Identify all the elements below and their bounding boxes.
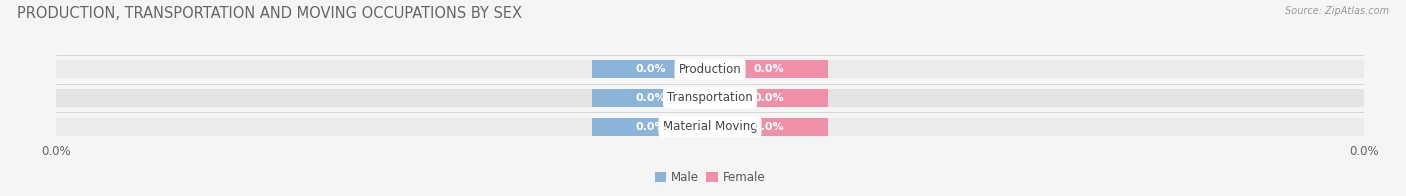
Bar (56, 118, 1364, 136)
Text: PRODUCTION, TRANSPORTATION AND MOVING OCCUPATIONS BY SEX: PRODUCTION, TRANSPORTATION AND MOVING OC… (17, 6, 522, 21)
Bar (56, 60, 1364, 78)
Legend: Male, Female: Male, Female (650, 166, 770, 189)
Bar (710, 60, 828, 78)
Bar (710, 118, 828, 136)
Text: Material Moving: Material Moving (662, 120, 758, 133)
Bar (592, 60, 710, 78)
Text: Production: Production (679, 63, 741, 76)
Bar (56, 89, 1364, 107)
Text: Transportation: Transportation (668, 92, 752, 104)
Bar (710, 89, 828, 107)
Bar (592, 89, 710, 107)
Text: 0.0%: 0.0% (754, 64, 785, 74)
Text: 0.0%: 0.0% (636, 64, 666, 74)
Text: 0.0%: 0.0% (754, 93, 785, 103)
Text: Source: ZipAtlas.com: Source: ZipAtlas.com (1285, 6, 1389, 16)
Text: 0.0%: 0.0% (636, 122, 666, 132)
Text: 0.0%: 0.0% (754, 122, 785, 132)
Text: 0.0%: 0.0% (636, 93, 666, 103)
Bar (592, 118, 710, 136)
